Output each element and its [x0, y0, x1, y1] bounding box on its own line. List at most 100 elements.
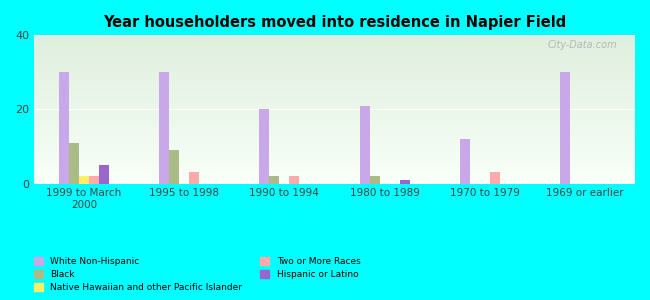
Bar [34, 176, 635, 177]
Bar [269, 176, 280, 184]
Bar [34, 116, 635, 117]
Bar [34, 49, 635, 50]
Bar [159, 72, 169, 184]
Bar [34, 109, 635, 110]
Bar [34, 40, 635, 41]
Bar [34, 129, 635, 130]
Bar [34, 97, 635, 98]
Bar [34, 107, 635, 108]
Bar [34, 55, 635, 56]
Bar [34, 167, 635, 168]
Bar [34, 161, 635, 162]
Bar [34, 63, 635, 64]
Bar [34, 81, 635, 82]
Bar [34, 82, 635, 83]
Bar [34, 170, 635, 171]
Bar [34, 115, 635, 116]
Title: Year householders moved into residence in Napier Field: Year householders moved into residence i… [103, 15, 566, 30]
Bar [34, 42, 635, 43]
Bar [34, 58, 635, 59]
Bar [34, 157, 635, 158]
Bar [34, 118, 635, 119]
Legend: White Non-Hispanic, Black, Native Hawaiian and other Pacific Islander, Two or Mo: White Non-Hispanic, Black, Native Hawaii… [31, 254, 364, 296]
Bar [460, 139, 470, 184]
Bar [289, 176, 300, 184]
Bar [34, 95, 635, 96]
Bar [34, 50, 635, 51]
Bar [34, 121, 635, 122]
Bar [34, 92, 635, 93]
Bar [34, 163, 635, 164]
Bar [34, 65, 635, 66]
Bar [34, 168, 635, 169]
Bar [34, 56, 635, 57]
Bar [34, 156, 635, 157]
Bar [34, 105, 635, 106]
Bar [34, 46, 635, 47]
Bar [34, 150, 635, 151]
Bar [34, 148, 635, 149]
Bar [34, 143, 635, 144]
Bar [34, 182, 635, 183]
Bar [34, 74, 635, 75]
Bar [34, 140, 635, 141]
Bar [560, 72, 570, 184]
Bar [34, 133, 635, 134]
Bar [34, 131, 635, 132]
Bar [34, 134, 635, 135]
Bar [34, 89, 635, 90]
Bar [34, 138, 635, 139]
Bar [34, 48, 635, 49]
Bar [34, 45, 635, 46]
Bar [34, 125, 635, 126]
Bar [34, 154, 635, 155]
Bar [370, 176, 380, 184]
Bar [400, 180, 410, 184]
Bar [34, 164, 635, 165]
Bar [34, 61, 635, 62]
Bar [34, 87, 635, 88]
Bar [34, 36, 635, 37]
Bar [34, 103, 635, 104]
Bar [34, 145, 635, 146]
Bar [34, 70, 635, 71]
Bar [34, 64, 635, 65]
Bar [189, 172, 200, 184]
Bar [34, 73, 635, 74]
Bar [34, 57, 635, 58]
Bar [259, 110, 269, 184]
Bar [34, 155, 635, 156]
Bar [34, 96, 635, 97]
Bar [34, 90, 635, 91]
Bar [34, 38, 635, 39]
Bar [34, 144, 635, 145]
Bar [34, 62, 635, 63]
Bar [169, 150, 179, 184]
Bar [34, 106, 635, 107]
Text: City-Data.com: City-Data.com [547, 40, 617, 50]
Bar [34, 39, 635, 40]
Bar [34, 183, 635, 184]
Bar [34, 68, 635, 69]
Bar [34, 122, 635, 123]
Bar [34, 124, 635, 125]
Bar [489, 172, 500, 184]
Bar [34, 59, 635, 60]
Bar [34, 172, 635, 173]
Bar [34, 127, 635, 128]
Bar [34, 141, 635, 142]
Bar [34, 85, 635, 86]
Bar [79, 176, 89, 184]
Bar [34, 76, 635, 77]
Bar [34, 52, 635, 53]
Bar [34, 78, 635, 79]
Bar [34, 83, 635, 84]
Bar [34, 86, 635, 87]
Bar [59, 72, 69, 184]
Bar [34, 75, 635, 76]
Bar [34, 77, 635, 78]
Bar [34, 139, 635, 140]
Bar [34, 130, 635, 131]
Bar [34, 66, 635, 67]
Bar [34, 174, 635, 175]
